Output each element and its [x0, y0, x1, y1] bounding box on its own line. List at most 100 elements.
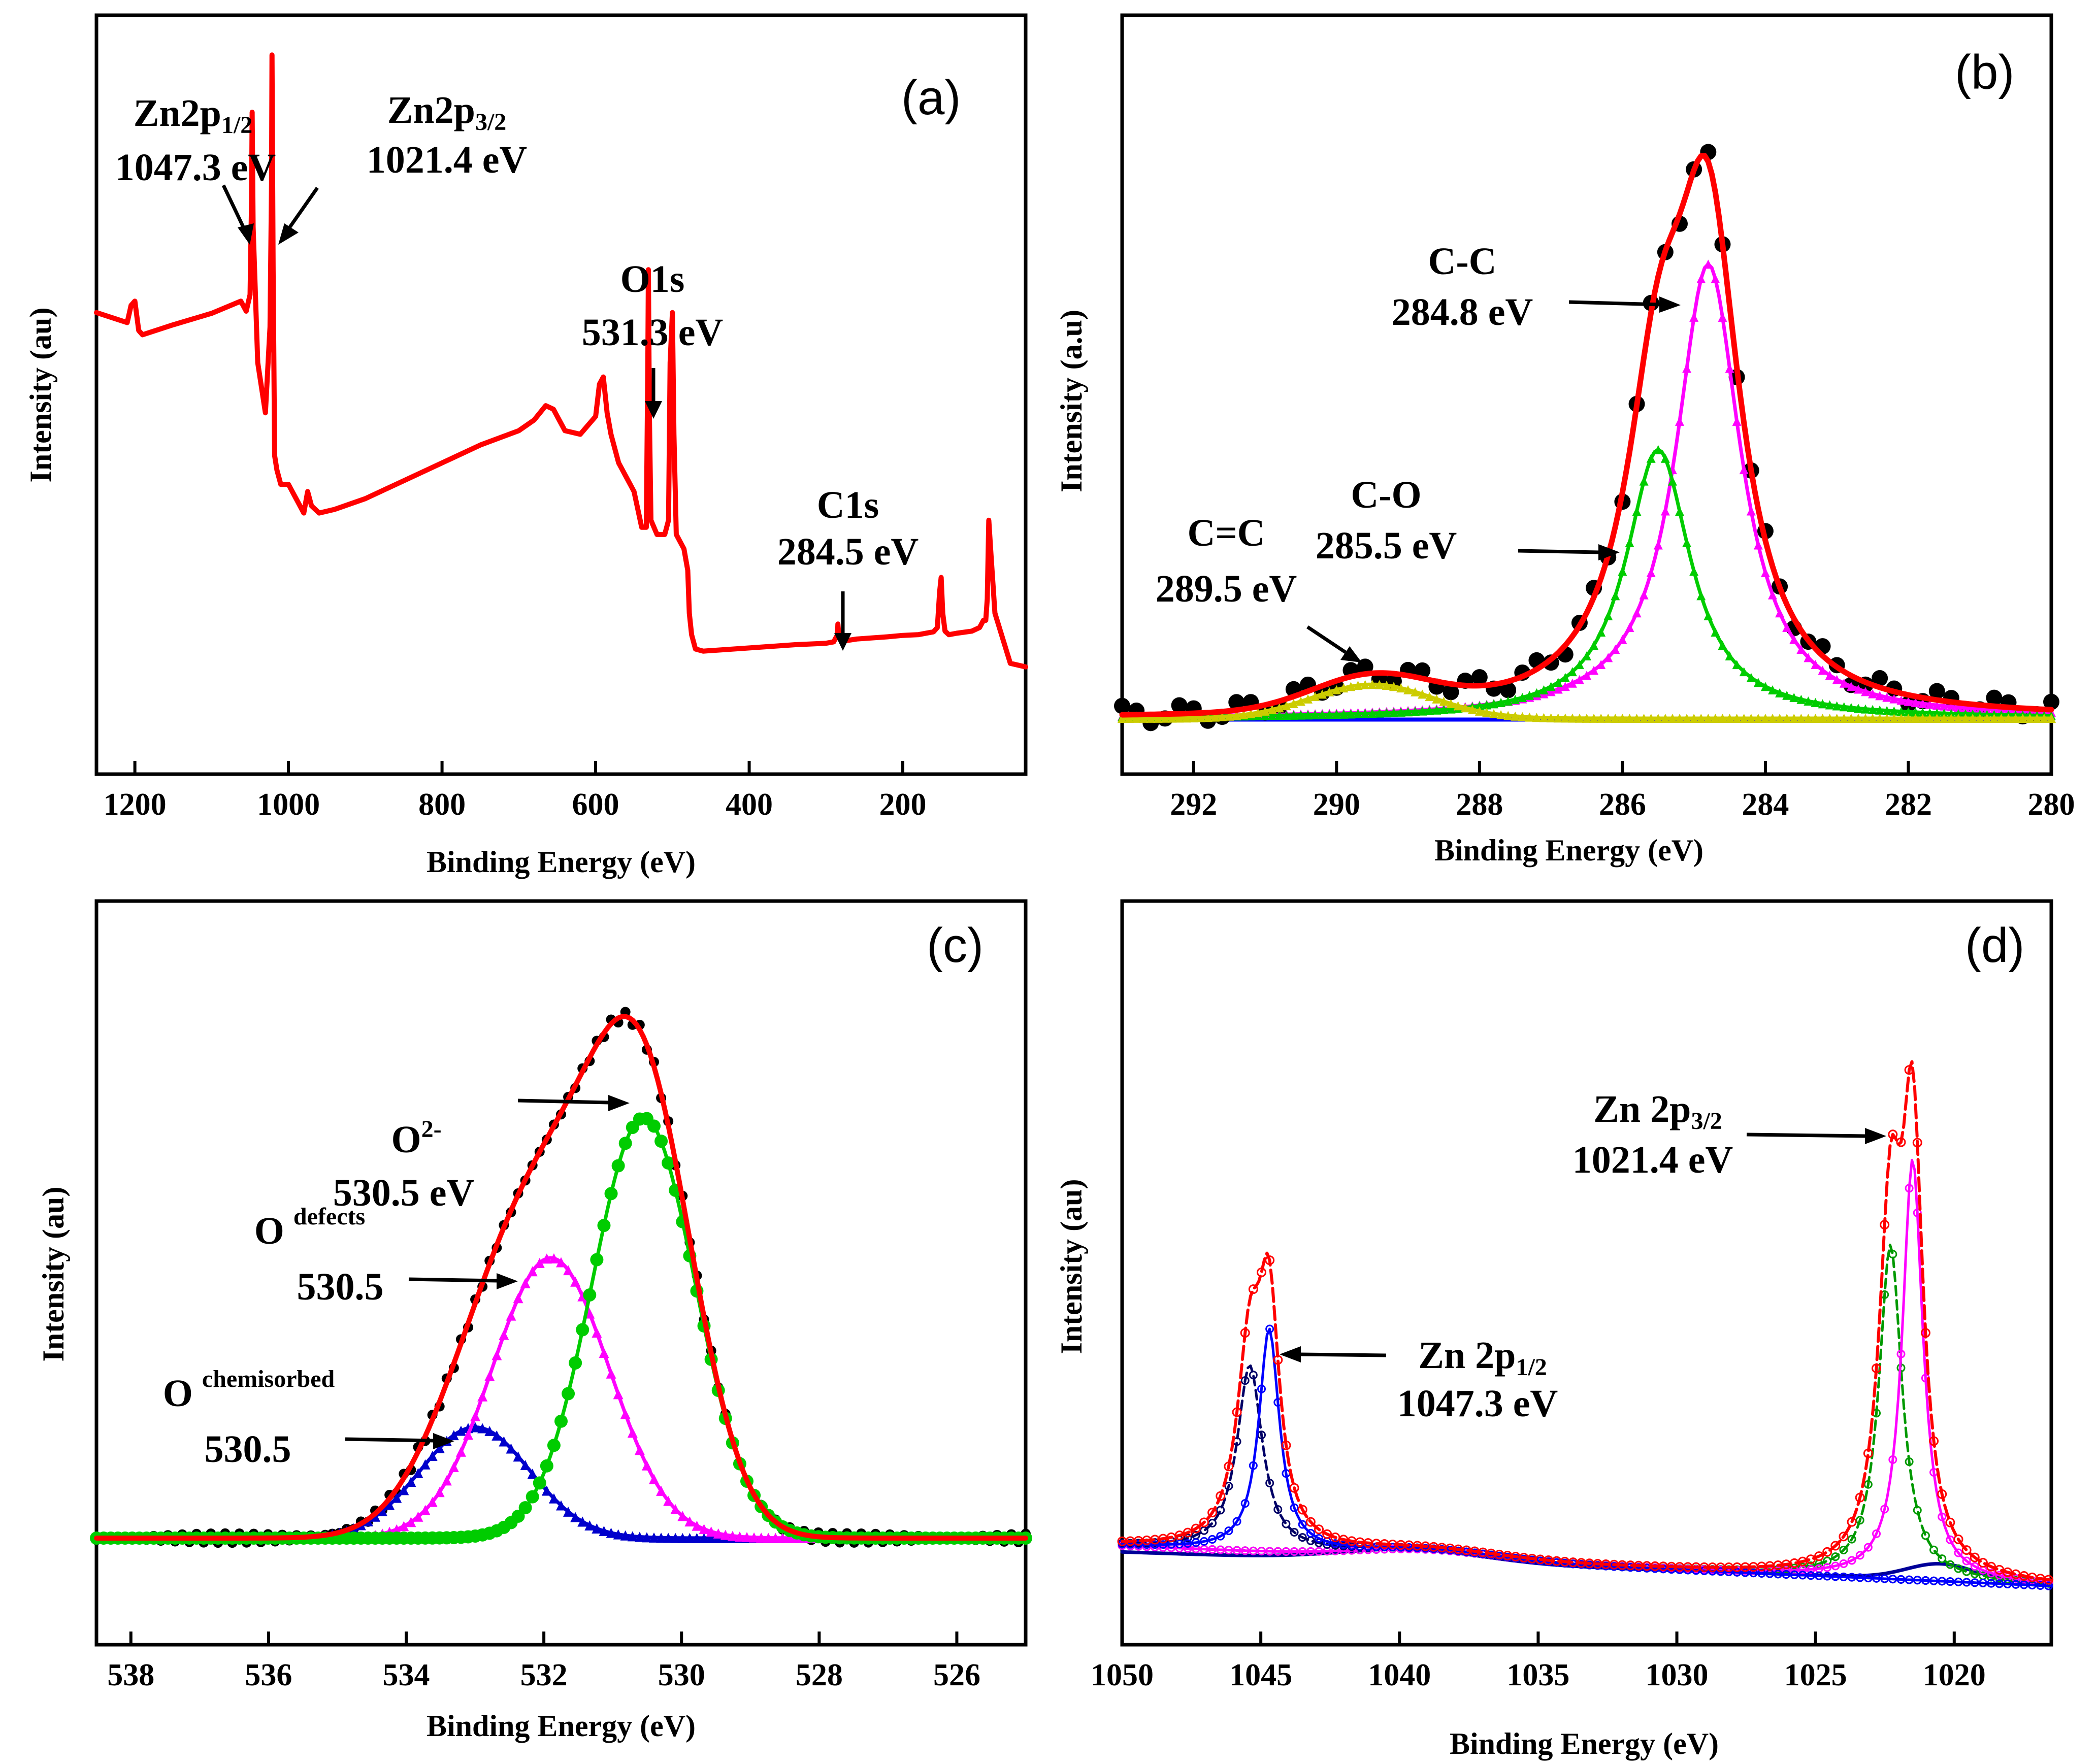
- zn-2p1-2-b--markers-point: [1872, 1574, 1881, 1583]
- zn-2p1-2-b--markers-point: [1732, 1568, 1742, 1577]
- o-defects-markers-point: [541, 1253, 552, 1264]
- c-o-markers-point: [1367, 709, 1377, 718]
- c-c-markers-point: [1653, 713, 1663, 723]
- zn-2p3-2-b--markers-point: [1995, 1571, 2004, 1580]
- c-c-markers-point: [1789, 635, 1799, 644]
- c-c-markers-point: [1353, 681, 1363, 690]
- o-chemisorbed-markers-point: [556, 1500, 566, 1511]
- c-c-markers-point: [1818, 665, 1827, 675]
- c-c-markers-point: [1961, 703, 1971, 713]
- zn-2p1-2-b--markers-point: [1962, 1578, 1971, 1587]
- zn-2p1-2-b--markers-point: [1331, 1539, 1340, 1548]
- c-c-markers-point: [1460, 703, 1470, 713]
- o-chemisorbed-markers-point: [420, 1459, 431, 1470]
- zn-2p1-2-b--markers-point: [1823, 1572, 1832, 1581]
- zn-2p1-2-b--markers-point: [1191, 1538, 1200, 1547]
- zn-2p3-2-b--markers-point: [1863, 1543, 1873, 1552]
- o-chemisorbed-markers-point: [563, 1506, 574, 1517]
- c-o-markers-point: [1839, 702, 1849, 712]
- panel-c-ylabel: Intensity (au): [37, 1186, 70, 1361]
- fit-envelope-markers-point: [1314, 1524, 1324, 1535]
- c-c-markers-point: [1853, 684, 1863, 694]
- zn-2p3-2-b--markers-point: [1224, 1546, 1233, 1555]
- experimental-points-point: [1500, 682, 1517, 698]
- c-c-markers: [1118, 680, 2056, 723]
- c-c-markers-point: [1496, 710, 1506, 719]
- c-o-markers-point: [1639, 476, 1649, 486]
- c-c-markers-point: [1896, 695, 1906, 705]
- zn-2p3-2-b--markers-point: [1970, 1562, 1979, 1571]
- c-c-markers-point: [1789, 713, 1799, 723]
- label-main: C=C: [1187, 512, 1265, 554]
- zn-2p3-2-b--markers-point: [1240, 1546, 1250, 1555]
- c-c-markers-point: [2018, 713, 2027, 723]
- c-o-markers-point: [1753, 678, 1763, 687]
- c-c-markers-point: [1274, 703, 1284, 713]
- o-chemisorbed-markers-point: [670, 1533, 681, 1543]
- c-c-markers-point: [1632, 713, 1642, 723]
- fit-envelope-markers-point: [1839, 1532, 1849, 1542]
- zn-2p3-2-b--markers-point: [1855, 1551, 1864, 1560]
- c-o-markers-point: [1360, 709, 1370, 718]
- c-c-markers-point: [1939, 713, 1949, 723]
- c-c-markers-point: [1689, 713, 1699, 723]
- label-sup: chemisorbed: [202, 1366, 335, 1392]
- arrow: [1568, 300, 1661, 307]
- o-defects-markers-point: [742, 1532, 752, 1543]
- c-c-markers-point: [1611, 713, 1620, 723]
- c-c-markers-point: [1196, 713, 1205, 722]
- c-c-markers-point: [2047, 713, 2056, 723]
- label-main: O: [391, 1118, 421, 1161]
- c-o-markers-point: [1646, 453, 1656, 463]
- c-c-markers-point: [1989, 713, 1999, 723]
- c-c-markers-point: [1539, 713, 1549, 722]
- zn-2p3-2-b--markers-point: [1298, 1547, 1307, 1556]
- fit-envelope-markers-point: [1248, 1284, 1258, 1294]
- label-main: C-O: [1351, 474, 1421, 516]
- c-o-markers-point: [1925, 708, 1935, 718]
- x-tick-label-3: 532: [520, 1658, 568, 1692]
- zn-2p1-2-b--markers-point: [1741, 1568, 1750, 1577]
- fit-envelope-markers-point: [1216, 1491, 1226, 1501]
- c-o-markers-point: [1546, 682, 1556, 691]
- o-defects-markers-point: [699, 1524, 709, 1535]
- c-c-markers-point: [1918, 698, 1927, 708]
- o2--markers: [90, 1112, 1032, 1545]
- zn-2p3-2-a--component: [1121, 1243, 2053, 1585]
- zn-2p1-2-b--markers-point: [1199, 1537, 1208, 1546]
- o2--markers-point: [526, 1490, 539, 1504]
- panel-c-xlabel: Binding Energy (eV): [427, 1709, 696, 1743]
- c-c-markers-point: [1646, 713, 1656, 723]
- c-o-markers-point: [1575, 660, 1584, 670]
- o2--markers-point: [540, 1459, 553, 1473]
- c-c-markers-point: [1182, 713, 1191, 723]
- c-c-markers-point: [1911, 713, 1920, 723]
- zn-2p1-2-b--markers-point: [1208, 1535, 1217, 1544]
- annotation-zn2p32-d: Zn 2p3/2 1021.4 eV: [1572, 1088, 1886, 1181]
- zn-2p3-2-a--markers-point: [1863, 1480, 1873, 1489]
- c-c-markers-point: [1782, 713, 1792, 723]
- o-chemisorbed-markers-point: [513, 1451, 523, 1462]
- arrowhead: [1865, 1128, 1886, 1144]
- zn-2p3-2-a--markers-point: [1954, 1564, 1963, 1573]
- c-c-markers-point: [1989, 705, 1999, 715]
- o-chemisorbed-markers-point: [577, 1516, 588, 1527]
- o2--markers-point: [576, 1323, 589, 1337]
- zn-2p1-2-b--markers-point: [1839, 1572, 1848, 1581]
- c-o-markers-point: [1511, 694, 1520, 704]
- fit-envelope-markers-point: [1986, 1561, 1996, 1572]
- zn-2p1-2-b--markers-point: [1257, 1384, 1266, 1393]
- c-c-markers-point: [1753, 713, 1763, 723]
- c-c-markers-point: [1804, 653, 1813, 662]
- o2--markers-point: [618, 1137, 632, 1150]
- experimental-points-point: [1414, 662, 1431, 679]
- label-value: 530.5: [297, 1266, 384, 1308]
- c-c-markers-point: [1768, 590, 1777, 600]
- c-c-markers-point: [1746, 506, 1756, 516]
- label-sub: 3/2: [475, 109, 506, 136]
- c-c-component: [1120, 262, 2053, 718]
- c-c-markers-point: [1861, 713, 1870, 723]
- c-c-markers-point: [1760, 713, 1770, 723]
- c-c-markers-point: [1804, 713, 1813, 723]
- zn-2p1-2-b--markers-point: [1847, 1573, 1856, 1582]
